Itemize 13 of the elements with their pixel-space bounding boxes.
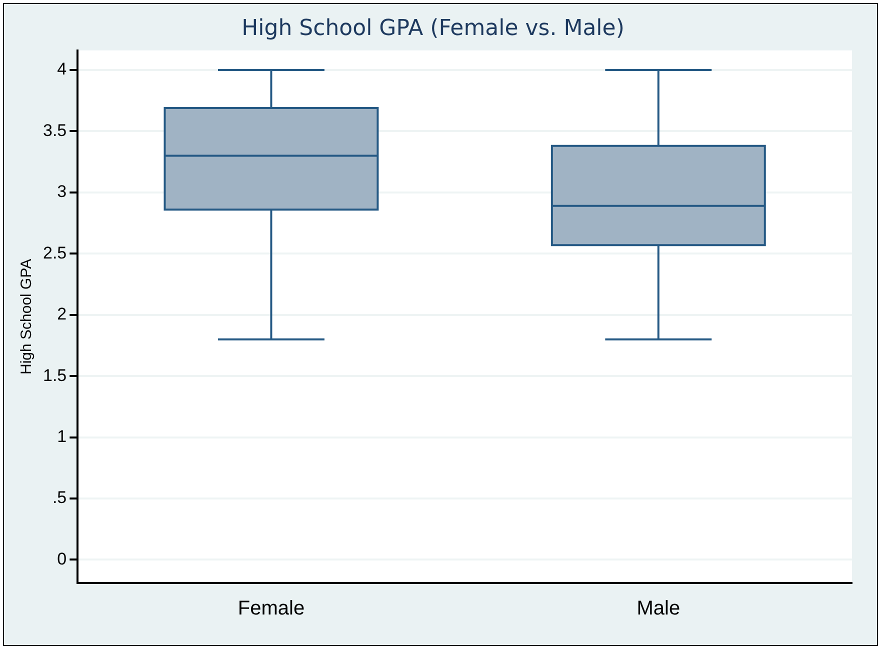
y-tick-label: 0 (57, 549, 67, 568)
y-tick-label: 4 (57, 60, 67, 79)
y-tick-label: 1 (57, 426, 67, 446)
y-tick-label: 3 (57, 182, 67, 202)
x-tick-label: Male (636, 598, 680, 620)
y-tick-label: 2.5 (42, 243, 67, 262)
y-tick-label: 1.5 (42, 366, 67, 385)
x-tick-label: Female (238, 598, 305, 620)
y-tick-label: 3.5 (42, 120, 67, 140)
y-axis-title: High School GPA (18, 258, 36, 375)
chart-title: High School GPA (Female vs. Male) (242, 16, 624, 41)
y-tick-label: .5 (52, 488, 67, 508)
y-tick-label: 2 (57, 304, 67, 324)
